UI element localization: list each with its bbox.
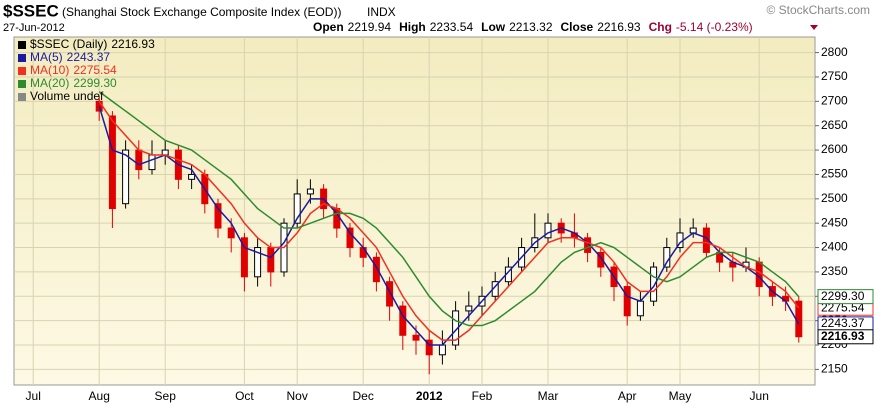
candle-body	[306, 188, 314, 195]
y-tick-label: 2550	[821, 167, 848, 181]
ma-line	[98, 90, 800, 327]
candle-body	[359, 247, 367, 258]
y-tick-label: 2650	[821, 118, 848, 132]
candle-body	[465, 305, 473, 312]
legend-name: MA(10)	[30, 63, 69, 77]
ma-line	[98, 100, 800, 341]
legend-value: 2243.37	[67, 50, 111, 64]
candle-body	[663, 247, 671, 268]
price-tag-label: 2216.93	[821, 329, 865, 343]
y-tick-label: 2450	[821, 215, 848, 229]
price-tag-label: 2299.30	[821, 289, 865, 303]
y-tick-label: 2400	[821, 240, 848, 254]
candle-body	[267, 247, 275, 273]
x-tick-label: Mar	[538, 389, 559, 403]
candle-body	[188, 173, 196, 180]
x-tick-label: Apr	[618, 389, 637, 403]
legend-entry: Volume undef	[30, 89, 104, 103]
stat-value: -5.14 (-0.23%)	[676, 20, 753, 34]
stat-label: Open	[313, 20, 344, 34]
candle-body	[108, 115, 116, 210]
x-tick-label: Feb	[472, 389, 493, 403]
stat-label: Chg	[649, 20, 672, 34]
legend-name: $SSEC (Daily)	[30, 37, 107, 51]
candle-body	[214, 203, 222, 229]
chart-subtitle: (Shanghai Stock Exchange Composite Index…	[62, 5, 341, 19]
x-tick-label: Sep	[155, 389, 177, 403]
x-tick-label: Aug	[89, 389, 110, 403]
price-tag-label: 2243.37	[821, 316, 865, 330]
legend-swatch	[18, 67, 26, 75]
legend-value: 2299.30	[73, 76, 117, 90]
plot-area	[13, 36, 816, 386]
price-tag	[817, 289, 874, 305]
x-tick-label: Jun	[750, 389, 769, 403]
stat-value: 2233.54	[430, 20, 474, 34]
candle-body	[148, 154, 156, 171]
candle-body	[240, 237, 248, 278]
legend-value: 2216.93	[111, 37, 155, 51]
stat-label: High	[399, 20, 426, 34]
y-tick-label: 2750	[821, 69, 848, 83]
stat-value: 2216.93	[597, 20, 641, 34]
stat-label: Close	[561, 20, 594, 34]
marks	[95, 90, 803, 375]
legend-entry: MA(5) 2243.37	[30, 50, 110, 64]
candle-body	[544, 222, 552, 239]
down-arrow	[810, 25, 818, 30]
y-tick-label: 2600	[821, 142, 848, 156]
y-tick-label: 2150	[821, 362, 848, 376]
candle-body	[386, 281, 394, 307]
legend-swatch	[18, 54, 26, 62]
x-tick-label: Oct	[235, 389, 254, 403]
chart-title: $SSEC	[3, 1, 59, 20]
candle-body	[399, 305, 407, 336]
ma-line	[98, 105, 800, 346]
x-tick-label: Nov	[287, 389, 308, 403]
legend-swatch	[18, 41, 26, 49]
x-tick-label: Jul	[26, 389, 41, 403]
legend-entry: MA(20) 2299.30	[30, 76, 117, 90]
candle-body	[425, 339, 433, 356]
candle-body	[346, 227, 354, 249]
candle-body	[135, 149, 143, 171]
candle-body	[254, 247, 262, 278]
price-tag	[817, 329, 874, 345]
candle-body	[227, 227, 235, 239]
x-tick-label: Dec	[353, 389, 374, 403]
candle-body	[412, 334, 420, 341]
y-tick-label: 2800	[821, 45, 848, 59]
stat-label: Low	[481, 20, 506, 34]
stats: Open 2219.94 High 2233.54 Low 2213.32 Close 221…	[313, 20, 753, 34]
candle-body	[623, 286, 631, 317]
stat-value: 2219.94	[348, 20, 392, 34]
credit: © StockCharts.com	[766, 3, 870, 17]
x-tick-label: 2012	[416, 389, 443, 403]
exchange: INDX	[367, 5, 396, 19]
legend-swatch	[18, 80, 26, 88]
candle-body	[372, 256, 380, 283]
candle-body	[597, 251, 605, 268]
y-tick-label: 2700	[821, 94, 848, 108]
candle-body	[293, 193, 301, 224]
stat-value: 2213.32	[509, 20, 553, 34]
date: 27-Jun-2012	[3, 22, 65, 34]
x-tick-label: May	[669, 389, 692, 403]
candle-body	[636, 300, 644, 317]
candle-body	[122, 149, 130, 205]
y-tick-label: 2350	[821, 264, 848, 278]
legend-entry: $SSEC (Daily) 2216.93	[30, 37, 155, 51]
legend-name: MA(5)	[30, 50, 63, 64]
y-tick-label: 2500	[821, 191, 848, 205]
legend-swatch	[18, 93, 26, 101]
candle-body	[650, 266, 658, 302]
legend-entry: MA(10) 2275.54	[30, 63, 117, 77]
candle-body	[438, 344, 446, 356]
legend-name: MA(20)	[30, 76, 69, 90]
grid	[14, 37, 819, 385]
legend-value: 2275.54	[73, 63, 117, 77]
